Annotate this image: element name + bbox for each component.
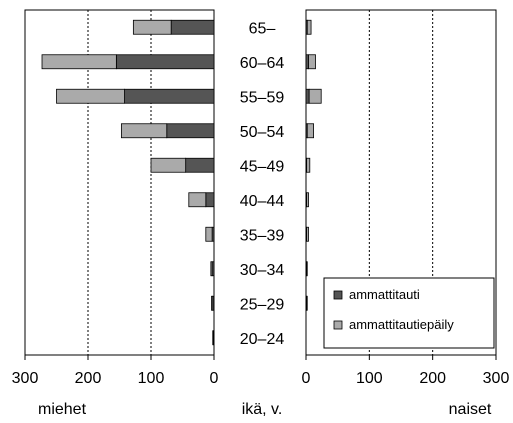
bar-naiset-ammattitautiepäily [308,54,316,70]
plot-frame-naiset [305,9,497,356]
bar-naiset-ammattitauti [305,88,310,104]
bar-miehet-ammattitautiepäily [205,226,213,242]
bar-miehet-ammattitautiepäily [210,261,213,277]
x-tick-label: 300 [483,370,510,387]
x-tick-label: 300 [12,370,39,387]
category-label: 65– [249,20,276,37]
x-tick-label: 100 [138,370,165,387]
category-label: 50–54 [240,124,285,141]
x-tick-label: 0 [210,370,219,387]
bar-naiset-ammattitautiepäily [306,295,308,311]
legend-label: ammattitautiepäily [349,317,454,332]
center-axis-label: ikä, v. [242,401,283,418]
bar-naiset-ammattitautiepäily [306,123,314,139]
bar-miehet-ammattitautiepäily [132,19,172,35]
bar-miehet-ammattitauti [170,19,215,35]
plot-frame-miehet [24,9,215,356]
category-label: 40–44 [240,193,285,210]
category-label: 20–24 [240,331,285,348]
bar-miehet-ammattitauti [205,192,215,208]
category-label: 45–49 [240,158,285,175]
bar-naiset-ammattitautiepäily [308,88,322,104]
bar-miehet-ammattitautiepäily [188,192,207,208]
bar-miehet-ammattitautiepäily [211,295,214,311]
bar-naiset-ammattitautiepäily [306,19,312,35]
x-tick-label: 200 [419,370,446,387]
panel-label-miehet: miehet [38,401,87,418]
bar-naiset-ammattitautiepäily [306,226,309,242]
category-label: 35–39 [240,227,285,244]
bar-miehet-ammattitautiepäily [150,157,187,173]
category-label: 30–34 [240,262,285,279]
bar-miehet-ammattitauti [124,88,215,104]
category-label: 25–29 [240,296,285,313]
bar-miehet-ammattitauti [166,123,215,139]
bar-miehet-ammattitauti [115,54,215,70]
category-label: 55–59 [240,89,285,106]
legend-swatch [333,290,343,300]
bar-naiset-ammattitautiepäily [306,157,311,173]
bar-miehet-ammattitautiepäily [212,330,214,346]
x-tick-label: 0 [302,370,311,387]
legend-label: ammattitauti [349,287,420,302]
bar-miehet-ammattitautiepäily [56,88,125,104]
bar-miehet-ammattitautiepäily [120,123,168,139]
panel-label-naiset: naiset [449,401,492,418]
legend-box [323,277,495,349]
x-tick-label: 100 [356,370,383,387]
category-label: 60–64 [240,55,285,72]
legend-swatch [333,320,343,330]
bar-naiset-ammattitautiepäily [306,261,308,277]
bar-miehet-ammattitautiepäily [41,54,117,70]
bar-miehet-ammattitauti [185,157,215,173]
x-tick-label: 200 [75,370,102,387]
bar-naiset-ammattitautiepäily [306,192,309,208]
